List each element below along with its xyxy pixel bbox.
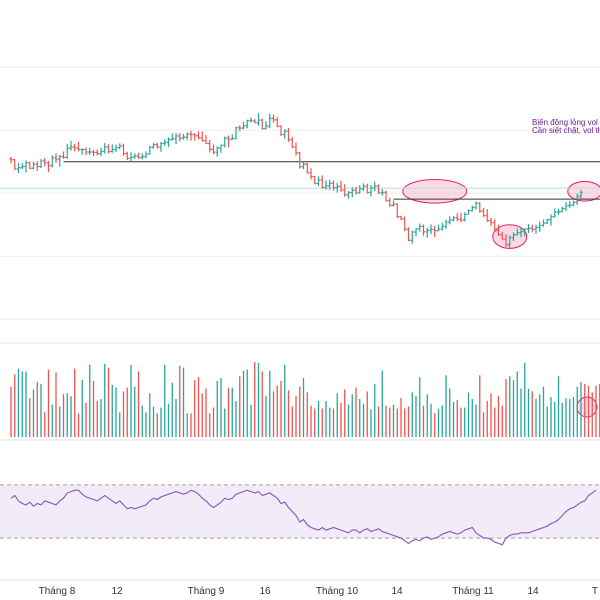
highlight-ellipse-0: [402, 178, 468, 204]
x-tick-label-7: 14: [527, 586, 539, 597]
x-tick-label-0: Tháng 8: [39, 586, 76, 597]
x-tick-label-2: Tháng 9: [188, 586, 225, 597]
x-tick-label-4: Tháng 10: [316, 586, 359, 597]
x-tick-label-6: Tháng 11: [452, 586, 494, 597]
rsi-band: [0, 484, 600, 539]
grid: [0, 66, 600, 581]
annotation-line-2: Cần siết chặt, vol th: [532, 126, 600, 135]
price-pane: [0, 113, 600, 249]
x-tick-label-3: 16: [259, 586, 271, 597]
x-tick-label-1: 12: [111, 586, 123, 597]
x-tick-label-5: 14: [391, 586, 403, 597]
x-tick-label-8: T: [592, 586, 598, 597]
volume-pane: [10, 362, 600, 437]
rsi-line: [10, 489, 597, 546]
volume-highlight-ellipse: [576, 396, 598, 418]
highlight-ellipse-2: [567, 180, 600, 202]
rsi-pane: [0, 484, 600, 546]
annotation-line-1: Biến động lỏng vol lớ: [532, 118, 600, 127]
x-axis: Tháng 8 12 Tháng 9 16 Tháng 10 14 Tháng 11 14 T: [39, 586, 598, 597]
